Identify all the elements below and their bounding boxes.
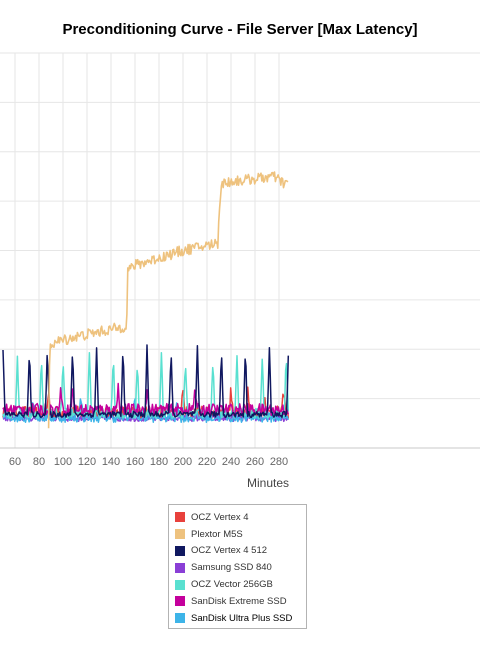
legend-label: OCZ Vector 256GB bbox=[191, 579, 273, 591]
x-tick-label: 60 bbox=[9, 456, 21, 468]
legend-label: SanDisk Extreme SSD bbox=[191, 595, 287, 607]
legend-item[interactable]: OCZ Vertex 4 bbox=[175, 509, 306, 526]
legend-item[interactable]: Plextor M5S bbox=[175, 526, 306, 543]
gridlines bbox=[0, 52, 480, 449]
legend-swatch bbox=[175, 545, 185, 556]
series-lines bbox=[2, 171, 290, 429]
chart-title: Preconditioning Curve - File Server [Max… bbox=[62, 21, 418, 38]
legend-swatch bbox=[175, 512, 185, 523]
legend-label: Samsung SSD 840 bbox=[191, 562, 272, 574]
x-axis: 60 80 100 120 140 160 180 200 220 240 260 280 bbox=[0, 447, 480, 468]
x-tick-label: 280 bbox=[270, 456, 288, 468]
x-tick-label: 80 bbox=[33, 456, 45, 468]
legend-swatch bbox=[175, 579, 185, 590]
x-tick-label: 100 bbox=[54, 456, 72, 468]
x-axis-label: Minutes bbox=[247, 476, 289, 490]
x-tick-label: 260 bbox=[246, 456, 264, 468]
legend-swatch bbox=[175, 596, 185, 607]
legend-swatch bbox=[175, 529, 185, 540]
legend: OCZ Vertex 4 Plextor M5S OCZ Vertex 4 512 S… bbox=[168, 504, 307, 629]
legend-label: OCZ Vertex 4 512 bbox=[191, 545, 268, 557]
legend-label: SanDisk Ultra Plus SSD bbox=[191, 612, 293, 624]
legend-item[interactable]: SanDisk Ultra Plus SSD bbox=[175, 610, 306, 627]
x-tick-label: 240 bbox=[222, 456, 240, 468]
legend-swatch bbox=[175, 613, 185, 624]
x-tick-label: 220 bbox=[198, 456, 216, 468]
x-tick-label: 180 bbox=[150, 456, 168, 468]
x-tick-label: 160 bbox=[126, 456, 144, 468]
legend-label: OCZ Vertex 4 bbox=[191, 511, 249, 523]
x-tick-label: 200 bbox=[174, 456, 192, 468]
legend-swatch bbox=[175, 562, 185, 573]
x-tick-label: 140 bbox=[102, 456, 120, 468]
legend-item[interactable]: SanDisk Extreme SSD bbox=[175, 593, 306, 610]
legend-label: Plextor M5S bbox=[191, 528, 243, 540]
legend-item[interactable]: Samsung SSD 840 bbox=[175, 559, 306, 576]
series-line-ocz-vertex-4-512 bbox=[2, 344, 290, 419]
x-tick-label: 120 bbox=[78, 456, 96, 468]
legend-item[interactable]: OCZ Vertex 4 512 bbox=[175, 543, 306, 560]
series-line-plextor-m5s bbox=[47, 171, 289, 429]
series-line-sandisk-ultra-plus-ssd bbox=[2, 397, 290, 424]
legend-item[interactable]: OCZ Vector 256GB bbox=[175, 576, 306, 593]
